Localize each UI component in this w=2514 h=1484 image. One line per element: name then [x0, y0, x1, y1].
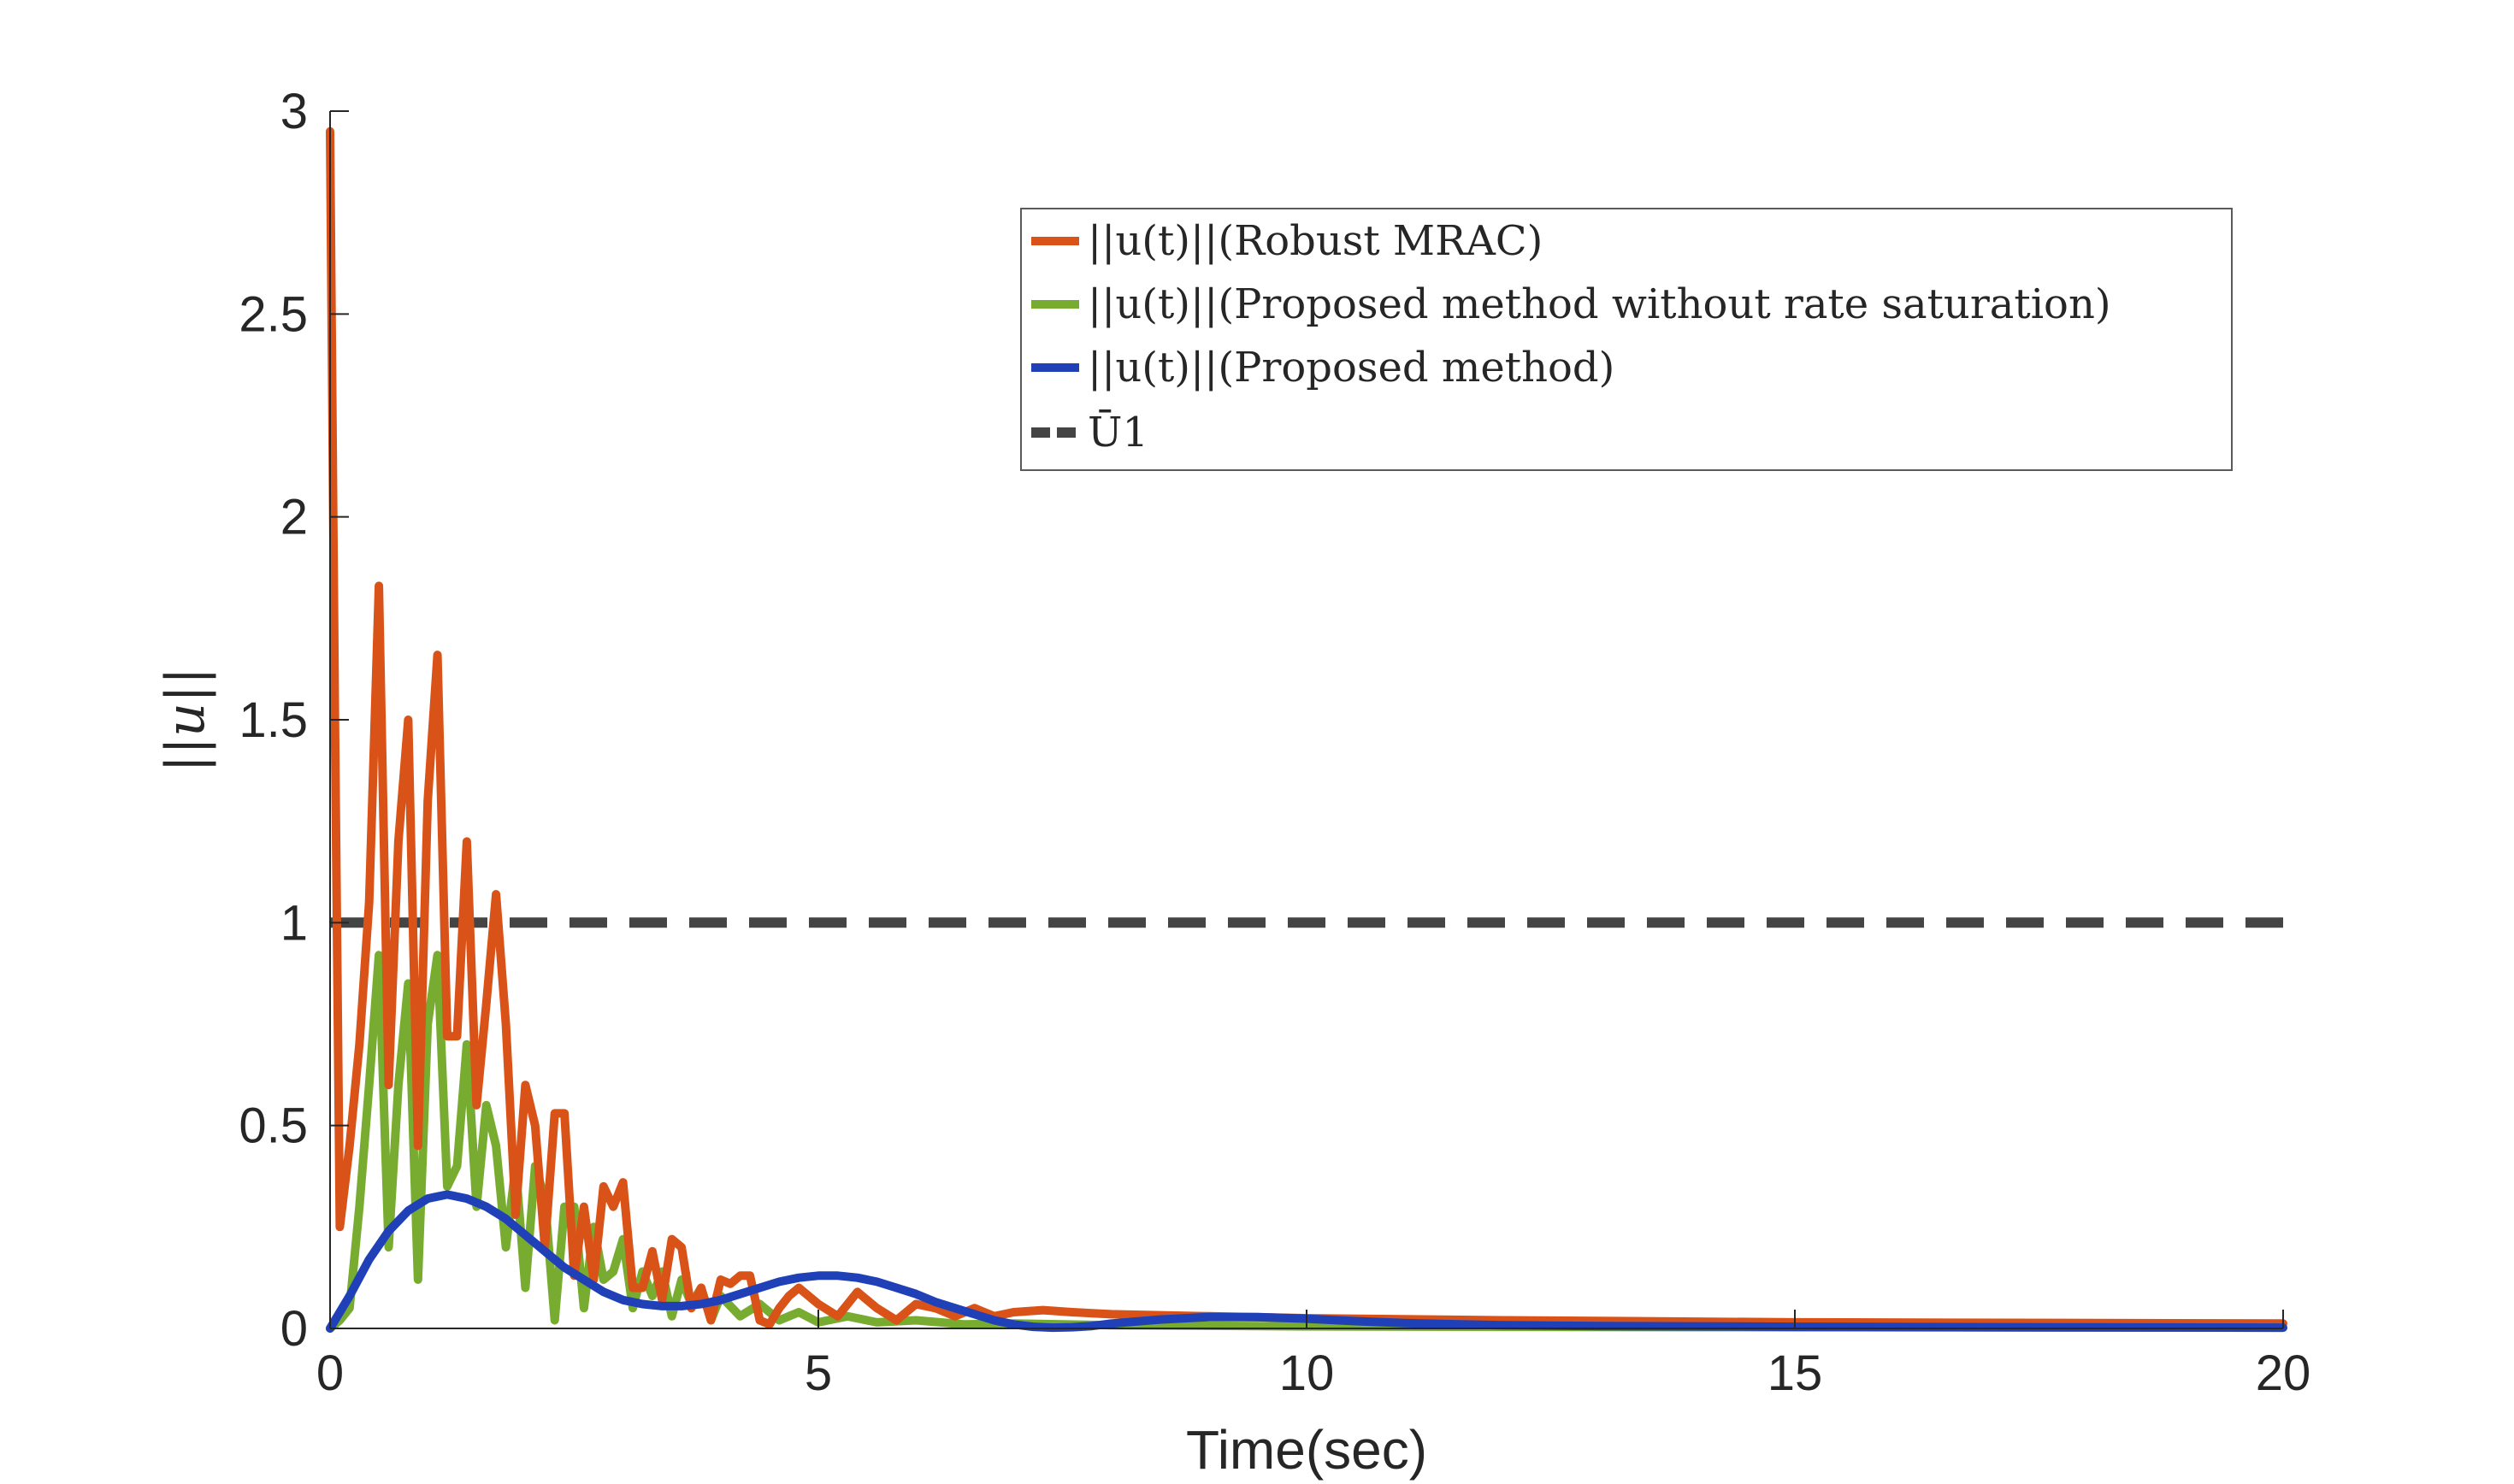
legend-label-1: ||u(t)||(Robust MRAC) [1088, 217, 1543, 265]
legend-items: ||u(t)||(Robust MRAC) ||u(t)||(Proposed m… [1031, 217, 2111, 456]
legend-box [1020, 208, 2233, 471]
x-tick-label: 15 [1767, 1346, 1823, 1401]
y-tick-label: 2.5 [239, 286, 308, 342]
y-tick-label: 3 [280, 84, 308, 139]
series-layer [326, 127, 2287, 1333]
series-line-2 [326, 951, 2287, 1333]
x-tick-label: 5 [805, 1346, 832, 1401]
y-tick-label: 1.5 [239, 692, 308, 748]
legend-label-3: ||u(t)||(Proposed method) [1088, 344, 1614, 392]
plot-area: 0 5 10 15 20 0 0.5 1 1.5 2 2.5 3 [239, 84, 2310, 1401]
y-tick-label: 1 [280, 895, 308, 951]
legend: ||u(t)||(Robust MRAC) ||u(t)||(Proposed m… [1020, 208, 2233, 471]
x-ticks: 0 5 10 15 20 [316, 1310, 2310, 1401]
x-tick-label: 10 [1279, 1346, 1335, 1401]
y-ticks: 0 0.5 1 1.5 2 2.5 3 [239, 84, 349, 1357]
legend-label-4: Ū1 [1088, 409, 1148, 456]
y-axis-label: ||u|| [154, 667, 216, 773]
legend-label-2: ||u(t)||(Proposed method without rate sa… [1088, 280, 2111, 328]
x-axis-label: Time(sec) [1186, 1419, 1427, 1481]
x-tick-label: 20 [2256, 1346, 2311, 1401]
y-tick-label: 0.5 [239, 1098, 308, 1154]
y-tick-label: 0 [280, 1301, 308, 1357]
series-line-3 [326, 1190, 2287, 1333]
y-tick-label: 2 [280, 490, 308, 545]
x-tick-label: 0 [316, 1346, 344, 1401]
series-line-1 [326, 127, 2287, 1329]
